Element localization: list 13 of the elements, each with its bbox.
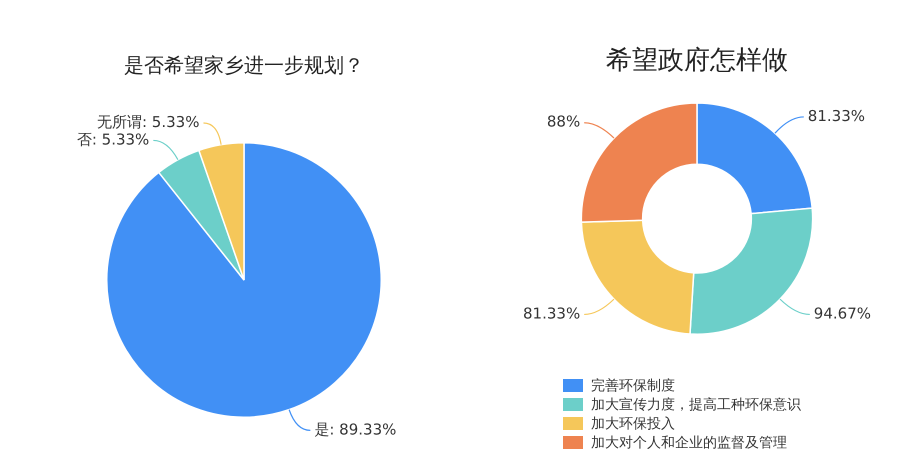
data-label: 88% — [546, 112, 580, 131]
chart-title: 是否希望家乡进一步规划？ — [124, 53, 364, 78]
legend-label: 加大对个人和企业的监督及管理 — [591, 434, 787, 452]
chart-title: 希望政府怎样做 — [606, 45, 788, 76]
legend-label: 完善环保制度 — [591, 376, 675, 394]
slice-label: 否: 5.33% — [76, 130, 150, 148]
legend-label: 加大宣传力度，提高工种环保意识 — [591, 396, 801, 414]
data-label: 81.33% — [523, 304, 580, 322]
slice-label: 无所谓: 5.33% — [96, 112, 200, 131]
data-label: 81.33% — [808, 106, 866, 125]
data-label: 94.67% — [814, 304, 871, 322]
legend-label: 加大环保投入 — [591, 414, 675, 432]
slice-label: 是: 89.33% — [314, 420, 396, 438]
